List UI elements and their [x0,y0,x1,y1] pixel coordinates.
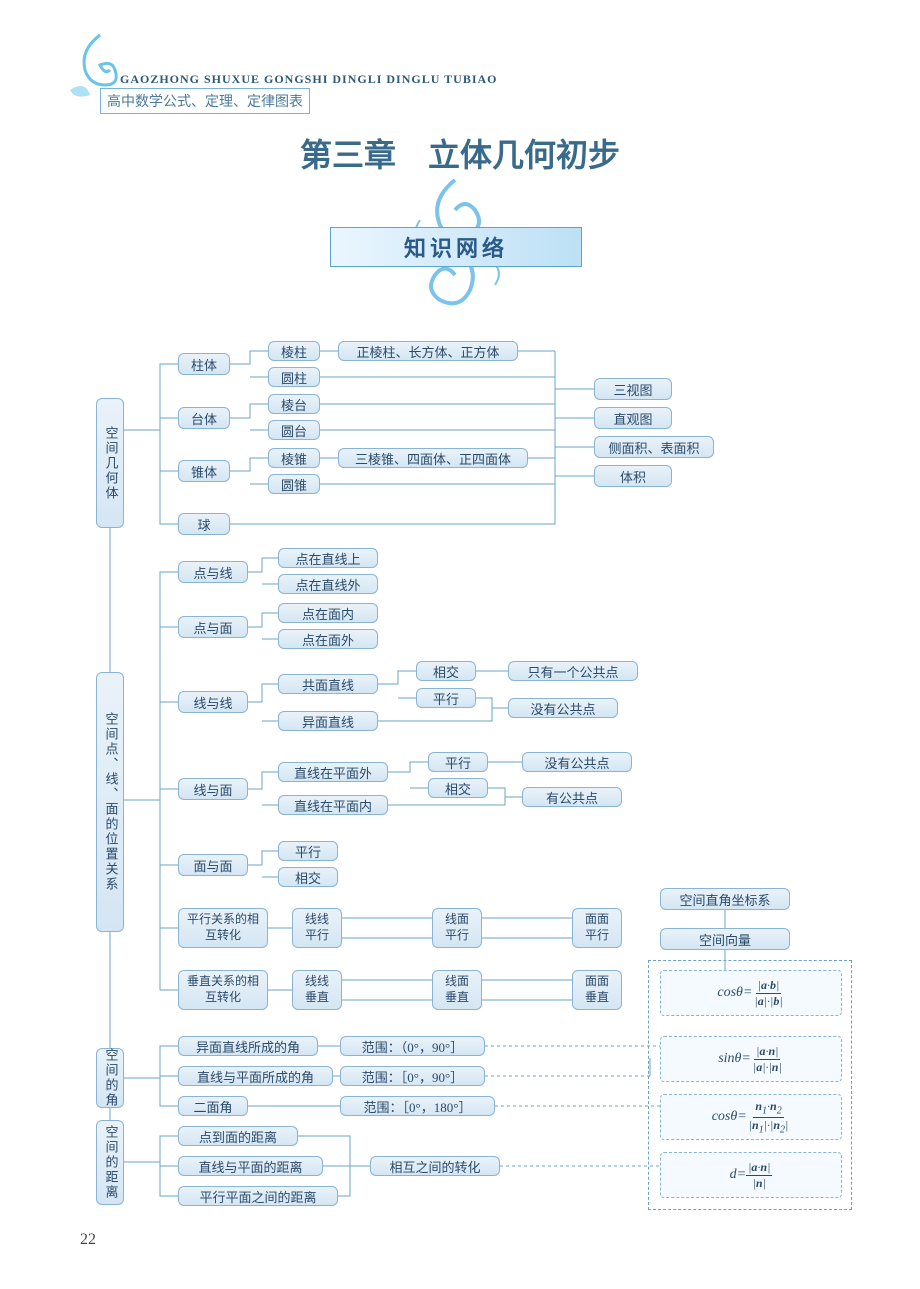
node-n42: 平行 [278,841,338,861]
node-n5: 球 [178,513,230,535]
page-number: 22 [80,1231,96,1249]
node-n14: 三视图 [594,378,672,400]
node-n26: 点在直线上 [278,548,378,568]
node-n47: 线线垂直 [292,970,342,1010]
node-n62: 平行平面之间的距离 [178,1186,338,1206]
node-n21: 线与线 [178,691,248,713]
node-n51: 空间向量 [660,928,790,950]
node-n29: 点在面外 [278,629,378,649]
page: GAOZHONG SHUXUE GONGSHI DINGLI DINGLU TU… [0,0,920,1289]
node-n1: 空间几何体 [96,398,124,528]
node-n56: 二面角 [178,1096,248,1116]
node-n30: 共面直线 [278,674,378,694]
node-n24: 平行关系的相互转化 [178,908,268,948]
node-n57: 范围：（0°，90°］ [340,1036,485,1056]
node-n10: 棱锥 [268,448,320,468]
node-n44: 线线平行 [292,908,342,948]
node-n34: 只有一个公共点 [508,661,638,681]
node-n3: 台体 [178,407,230,429]
node-n61: 直线与平面的距离 [178,1156,323,1176]
formula-f1: cosθ= |a·b||a|·|b| [660,970,842,1016]
node-n31: 异面直线 [278,711,378,731]
node-n15: 直观图 [594,407,672,429]
node-n27: 点在直线外 [278,574,378,594]
node-n9: 圆台 [268,420,320,440]
node-n58: 范围：［0°，90°］ [340,1066,485,1086]
node-n52: 空间的角 [96,1048,124,1108]
node-n50: 空间直角坐标系 [660,888,790,910]
node-n6: 棱柱 [268,341,320,361]
node-n23: 面与面 [178,854,248,876]
node-n11: 圆锥 [268,474,320,494]
node-n63: 相互之间的转化 [370,1156,500,1176]
node-n16: 侧面积、表面积 [594,436,714,458]
node-n17: 体积 [594,465,672,487]
node-n22: 线与面 [178,778,248,800]
node-n2: 柱体 [178,353,230,375]
node-n48: 线面垂直 [432,970,482,1010]
node-n20: 点与面 [178,616,248,638]
header-cn: 高中数学公式、定理、定律图表 [100,88,310,114]
formula-f2: sinθ= |a·n||a|·|n| [660,1036,842,1082]
node-n35: 没有公共点 [508,698,618,718]
node-n46: 面面平行 [572,908,622,948]
node-n8: 棱台 [268,394,320,414]
node-n53: 空间的距离 [96,1120,124,1205]
formula-f3: cosθ= n1·n2|n1|·|n2| [660,1094,842,1140]
node-n32: 相交 [416,661,476,681]
node-n37: 直线在平面内 [278,795,388,815]
node-n43: 相交 [278,867,338,887]
node-n60: 点到面的距离 [178,1126,298,1146]
node-n36: 直线在平面外 [278,762,388,782]
node-n4: 锥体 [178,460,230,482]
node-n40: 没有公共点 [522,752,632,772]
node-n49: 面面垂直 [572,970,622,1010]
node-n13: 三棱锥、四面体、正四面体 [338,448,528,468]
node-n25: 垂直关系的相互转化 [178,970,268,1010]
node-n28: 点在面内 [278,603,378,623]
node-n41: 有公共点 [522,787,622,807]
node-n59: 范围：［0°，180°］ [340,1096,495,1116]
node-n38: 平行 [428,752,488,772]
node-n39: 相交 [428,778,488,798]
node-n19: 点与线 [178,561,248,583]
node-n18: 空间点、线、面的位置关系 [96,672,124,932]
node-n55: 直线与平面所成的角 [178,1066,333,1086]
section-title: 知识网络 [330,227,582,267]
node-n33: 平行 [416,688,476,708]
node-n54: 异面直线所成的角 [178,1036,318,1056]
formula-f4: d= |a·n||n| [660,1152,842,1198]
header-pinyin: GAOZHONG SHUXUE GONGSHI DINGLI DINGLU TU… [120,72,498,87]
node-n12: 正棱柱、长方体、正方体 [338,341,518,361]
node-n7: 圆柱 [268,367,320,387]
node-n45: 线面平行 [432,908,482,948]
